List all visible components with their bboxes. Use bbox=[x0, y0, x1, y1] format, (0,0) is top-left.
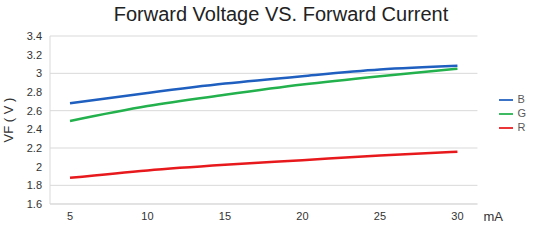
svg-text:2.6: 2.6 bbox=[27, 105, 42, 117]
html-text:Forward Voltage VS. Forward Cu: Forward Voltage VS. Forward Current bbox=[113, 3, 449, 25]
svg-text:3.2: 3.2 bbox=[27, 49, 42, 61]
html-text:B: B bbox=[517, 92, 525, 105]
svg-text:mA: mA bbox=[483, 209, 503, 224]
svg-text:2.2: 2.2 bbox=[27, 142, 42, 154]
svg-text:10: 10 bbox=[141, 210, 153, 222]
svg-text:15: 15 bbox=[219, 210, 231, 222]
html-text:G: G bbox=[517, 107, 526, 119]
svg-text:2: 2 bbox=[36, 161, 42, 173]
svg-text:2.8: 2.8 bbox=[27, 86, 42, 98]
svg-text:2.4: 2.4 bbox=[27, 123, 42, 135]
svg-text:3.4: 3.4 bbox=[27, 30, 42, 42]
svg-text:25: 25 bbox=[374, 210, 386, 222]
svg-text:20: 20 bbox=[296, 210, 308, 222]
svg-text:1.8: 1.8 bbox=[27, 179, 42, 191]
svg-text:5: 5 bbox=[67, 210, 73, 222]
svg-text:1.6: 1.6 bbox=[27, 198, 42, 210]
svg-text:3: 3 bbox=[36, 67, 42, 79]
svg-text:30: 30 bbox=[451, 210, 463, 222]
html-text:R: R bbox=[517, 121, 526, 133]
svg-text:VF ( V ): VF ( V ) bbox=[8, 98, 16, 143]
